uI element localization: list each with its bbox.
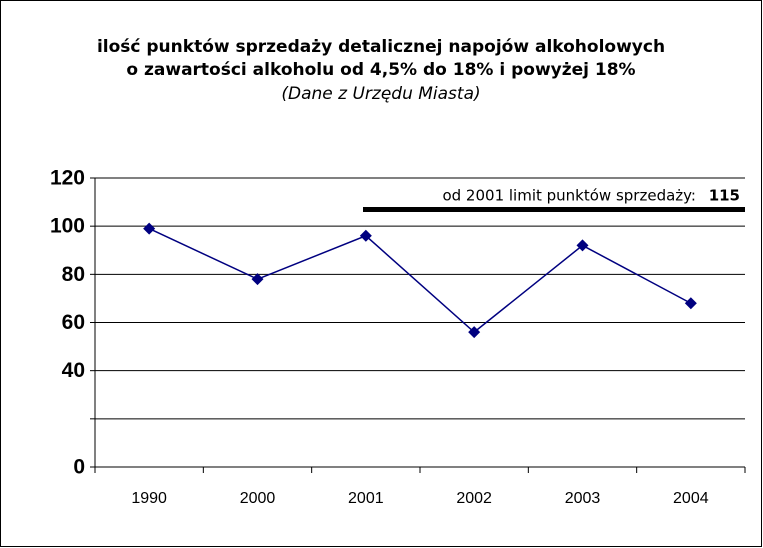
x-tick-label: 2004: [673, 490, 709, 507]
x-tick-label: 2003: [565, 490, 601, 507]
marker: [143, 222, 156, 235]
series-line: [148, 227, 692, 334]
x-tick-label: 2001: [348, 490, 384, 507]
x-tick-label: 2000: [240, 490, 276, 507]
y-tick-label: 120: [50, 167, 85, 190]
marker: [684, 297, 697, 310]
y-tick-label: 0: [73, 456, 85, 479]
chart-subtitle: (Dane z Urzędu Miasta): [281, 84, 480, 104]
annotation-bar: [363, 207, 745, 212]
annotation: od 2001 limit punktów sprzedaży:: [442, 187, 696, 205]
y-tick-label: 80: [62, 263, 85, 286]
marker: [468, 326, 481, 339]
marker: [576, 239, 589, 252]
annotation-value: 115: [709, 187, 740, 205]
marker: [251, 273, 264, 286]
y-tick-label: 40: [62, 359, 85, 382]
chart-title: o zawartości alkoholu od 4,5% do 18% i p…: [126, 60, 635, 80]
y-tick-label: 60: [62, 311, 85, 334]
chart-title: ilość punktów sprzedaży detalicznej napo…: [97, 37, 665, 57]
y-tick-label: 100: [50, 215, 85, 238]
marker: [359, 229, 372, 242]
x-tick-label: 1990: [131, 490, 167, 507]
x-tick-label: 2002: [456, 490, 492, 507]
